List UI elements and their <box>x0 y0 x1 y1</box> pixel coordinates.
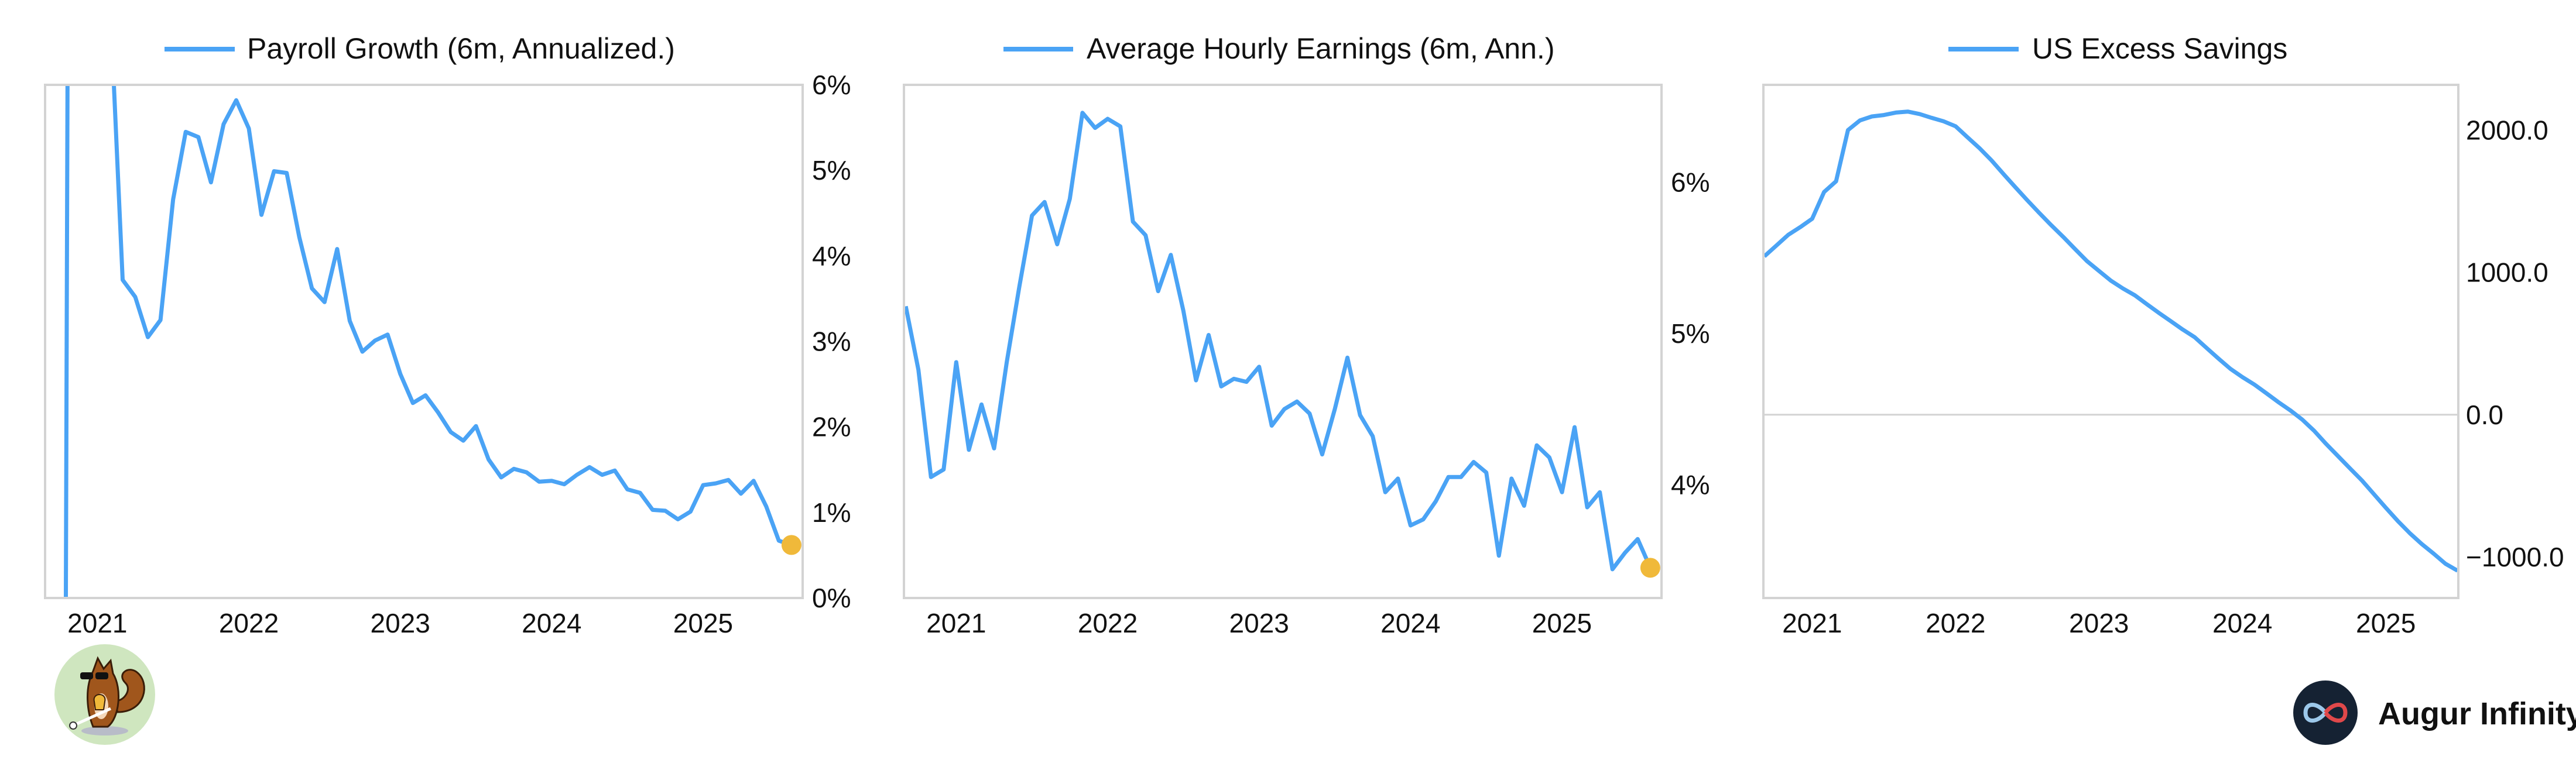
y-tick-label: 1% <box>812 497 851 528</box>
squirrel-mascot-logo <box>54 644 155 745</box>
x-tick-label: 2024 <box>2212 608 2272 638</box>
chart-average-hourly-earnings: Average Hourly Earnings (6m, Ann.) 4% 5% 6… <box>903 32 1710 638</box>
y-tick-label: 5% <box>1671 318 1710 349</box>
chart-payroll-growth: Payroll Growth (6m, Annualized.) 0% 1% 2% 3… <box>44 32 851 638</box>
x-tick-label: 2023 <box>2069 608 2129 638</box>
y-tick-label: 4% <box>812 240 851 271</box>
x-tick-label: 2024 <box>522 608 581 638</box>
x-tick-label: 2023 <box>370 608 430 638</box>
last-value-marker <box>781 535 801 555</box>
x-tick-label: 2022 <box>1926 608 1985 638</box>
x-tick-label: 2025 <box>1532 608 1592 638</box>
augur-infinity-logo: Augur Infinity <box>2293 680 2576 745</box>
y-tick-label: 0% <box>812 583 851 613</box>
brand-name: Augur Infinity <box>2378 696 2576 731</box>
y-tick-label: 6% <box>812 70 851 100</box>
y-tick-label: 2000.0 <box>2466 115 2548 145</box>
y-tick-label: 6% <box>1671 167 1710 198</box>
plot-frame <box>1762 84 2459 599</box>
plot-frame <box>44 84 804 599</box>
y-tick-label: 2% <box>812 412 851 442</box>
y-tick-label: 5% <box>812 155 851 185</box>
y-tick-label: 1000.0 <box>2466 257 2548 288</box>
series-line <box>1763 109 2459 573</box>
series-line <box>112 84 793 547</box>
series-line <box>903 111 1653 572</box>
x-tick-label: 2025 <box>2356 608 2416 638</box>
plot-frame <box>903 84 1663 599</box>
x-tick-label: 2022 <box>219 608 279 638</box>
legend-label: Payroll Growth (6m, Annualized.) <box>247 32 675 65</box>
x-tick-label: 2024 <box>1381 608 1440 638</box>
infinity-icon <box>2303 703 2327 723</box>
legend-label: US Excess Savings <box>2032 32 2287 65</box>
x-tick-label: 2021 <box>926 608 986 638</box>
y-tick-label: −1000.0 <box>2466 542 2564 572</box>
x-tick-label: 2021 <box>1782 608 1842 638</box>
x-tick-label: 2021 <box>67 608 127 638</box>
x-tick-label: 2023 <box>1229 608 1289 638</box>
series-line <box>64 84 70 599</box>
x-tick-label: 2025 <box>673 608 733 638</box>
last-value-marker <box>1640 558 1660 578</box>
chart-us-excess-savings: US Excess Savings −1000.0 0.0 1000.0 2000.0… <box>1762 32 2564 638</box>
y-tick-label: 3% <box>812 326 851 357</box>
legend-label: Average Hourly Earnings (6m, Ann.) <box>1087 32 1554 65</box>
y-tick-label: 4% <box>1671 469 1710 500</box>
y-tick-label: 0.0 <box>2466 400 2503 430</box>
x-tick-label: 2022 <box>1078 608 1138 638</box>
